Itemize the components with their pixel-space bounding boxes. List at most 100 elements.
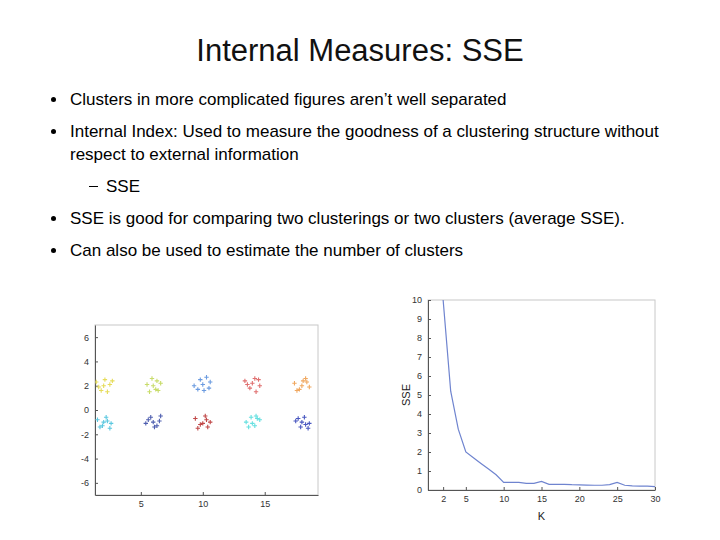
tick-mark: [579, 487, 580, 490]
x-axis: 251015202530: [429, 487, 661, 504]
tick-mark: [141, 492, 142, 495]
tick-label: 2: [417, 447, 422, 457]
sub-bullet-dash: [89, 186, 98, 187]
tick-mark: [203, 492, 204, 495]
tick-label: 5: [139, 499, 144, 509]
point: [246, 425, 250, 429]
point: [244, 420, 248, 424]
tick-label: 5: [464, 494, 469, 504]
tick-label: 15: [537, 494, 547, 504]
tick-mark: [655, 487, 656, 490]
y-tick: 4: [84, 357, 98, 367]
point: [98, 425, 102, 429]
tick-mark: [95, 434, 98, 435]
point: [150, 376, 154, 380]
point: [302, 415, 306, 419]
point: [305, 380, 309, 384]
y-tick: 4: [417, 409, 431, 419]
y-tick: 5: [417, 390, 431, 400]
point: [101, 420, 105, 424]
y-tick: 3: [417, 428, 431, 438]
point: [296, 416, 300, 420]
point: [204, 375, 208, 379]
y-tick: 6: [84, 333, 98, 343]
sub-bullet: SSE: [106, 175, 695, 198]
point: [207, 386, 211, 390]
slide: 51015-6-4-20246251015202530012345678910K…: [0, 0, 720, 540]
tick-mark: [504, 487, 505, 490]
x-axis: 5 10 15: [96, 492, 319, 509]
point: [306, 426, 310, 430]
bullet-text: Can also be used to estimate the number …: [70, 241, 463, 260]
tick-label: 2: [441, 494, 446, 504]
point: [144, 421, 148, 425]
point: [158, 381, 162, 385]
bullet: SSE is good for comparing two clustering…: [70, 207, 695, 230]
tick-label: 15: [260, 499, 270, 509]
tick-label: 4: [84, 357, 89, 367]
x-tick: 15: [260, 492, 270, 509]
point: [256, 377, 260, 381]
point: [295, 388, 299, 392]
tick-mark: [428, 433, 431, 434]
sub-bullet-text: SSE: [106, 177, 140, 196]
point: [198, 377, 202, 381]
chart-scatter: 5 10 15 -6 -4 -2 0 2 4 6: [81, 325, 319, 509]
tick-label: 2: [84, 381, 89, 391]
x-tick: 5: [139, 492, 144, 509]
point: [99, 388, 103, 392]
tick-mark: [428, 490, 431, 491]
tick-mark: [542, 487, 543, 490]
y-tick: -6: [81, 478, 98, 488]
point: [254, 390, 258, 394]
point: [204, 418, 208, 422]
tick-label: 9: [417, 314, 422, 324]
bullet-text: Internal Index: Used to measure the good…: [70, 122, 659, 164]
tick-label: 0: [84, 405, 89, 415]
tick-label: 7: [417, 352, 422, 362]
point: [300, 384, 304, 388]
tick-mark: [428, 338, 431, 339]
point: [248, 386, 252, 390]
tick-mark: [95, 361, 98, 362]
bullet: Can also be used to estimate the number …: [70, 239, 695, 262]
point: [151, 420, 155, 424]
tick-label: 6: [417, 371, 422, 381]
y-tick: -4: [81, 454, 98, 464]
title: Internal Measures: SSE: [0, 32, 720, 70]
tick-label: 10: [198, 499, 208, 509]
point: [206, 425, 210, 429]
x-tick: 25: [613, 487, 623, 504]
tick-label: -2: [81, 430, 89, 440]
y-tick: 8: [417, 333, 431, 343]
x-tick: 30: [650, 487, 660, 504]
tick-mark: [428, 300, 431, 301]
tick-mark: [95, 459, 98, 460]
x-tick: 10: [499, 487, 509, 504]
point: [149, 415, 153, 419]
point: [108, 426, 112, 430]
y-tick: -2: [81, 430, 98, 440]
tick-mark: [428, 471, 431, 472]
tick-mark: [95, 410, 98, 411]
point: [208, 420, 212, 424]
chart-layer: 51015-6-4-20246251015202530012345678910K…: [0, 0, 720, 540]
point: [202, 388, 206, 392]
point: [245, 382, 249, 386]
tick-mark: [466, 487, 467, 490]
x-tick: 20: [575, 487, 585, 504]
bullet: Clusters in more complicated figures are…: [70, 88, 695, 111]
plot-frame: [428, 300, 655, 490]
bullet-dot: [51, 216, 56, 221]
y-tick: 1: [417, 466, 431, 476]
tick-mark: [428, 357, 431, 358]
plot-marks: [443, 300, 655, 487]
tick-label: 4: [417, 409, 422, 419]
chart-line: 251015202530012345678910KSSE: [400, 295, 661, 522]
x-tick: 15: [537, 487, 547, 504]
bullet: Internal Index: Used to measure the good…: [70, 120, 695, 198]
point: [294, 419, 298, 423]
tick-label: 8: [417, 333, 422, 343]
point: [250, 381, 254, 385]
point: [193, 416, 197, 420]
